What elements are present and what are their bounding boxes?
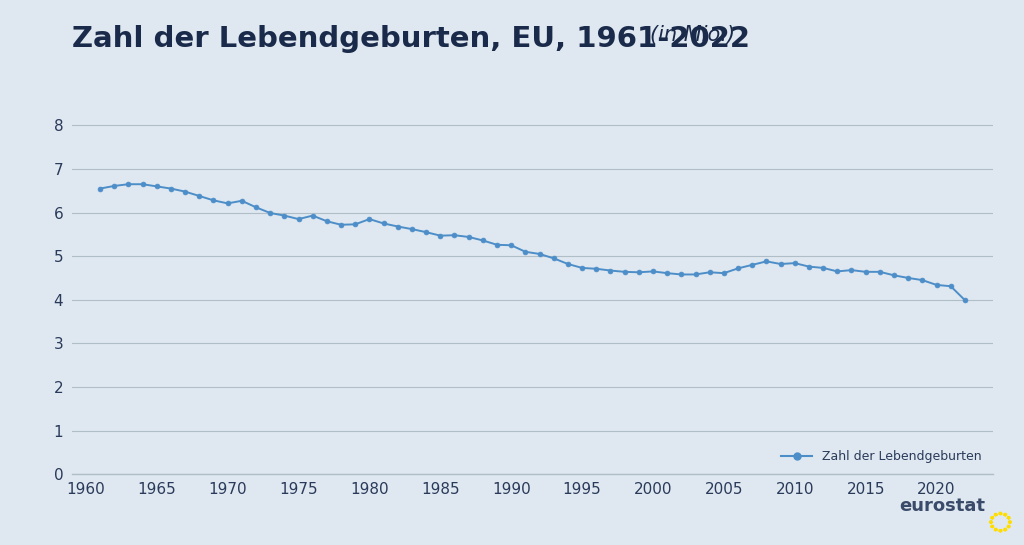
Polygon shape bbox=[989, 520, 992, 524]
Legend: Zahl der Lebendgeburten: Zahl der Lebendgeburten bbox=[776, 445, 987, 468]
Polygon shape bbox=[998, 512, 1002, 515]
Text: eurostat: eurostat bbox=[899, 497, 985, 515]
Text: (in Mio.): (in Mio.) bbox=[650, 25, 735, 45]
Polygon shape bbox=[1007, 525, 1011, 528]
Polygon shape bbox=[994, 513, 997, 516]
Polygon shape bbox=[1004, 513, 1007, 516]
Polygon shape bbox=[998, 529, 1002, 532]
Text: Zahl der Lebendgeburten, EU, 1961-2022: Zahl der Lebendgeburten, EU, 1961-2022 bbox=[72, 25, 750, 52]
Polygon shape bbox=[1009, 520, 1012, 524]
Polygon shape bbox=[1007, 517, 1011, 519]
Polygon shape bbox=[990, 517, 994, 519]
Polygon shape bbox=[990, 525, 994, 528]
Polygon shape bbox=[994, 528, 997, 531]
Polygon shape bbox=[1004, 528, 1007, 531]
